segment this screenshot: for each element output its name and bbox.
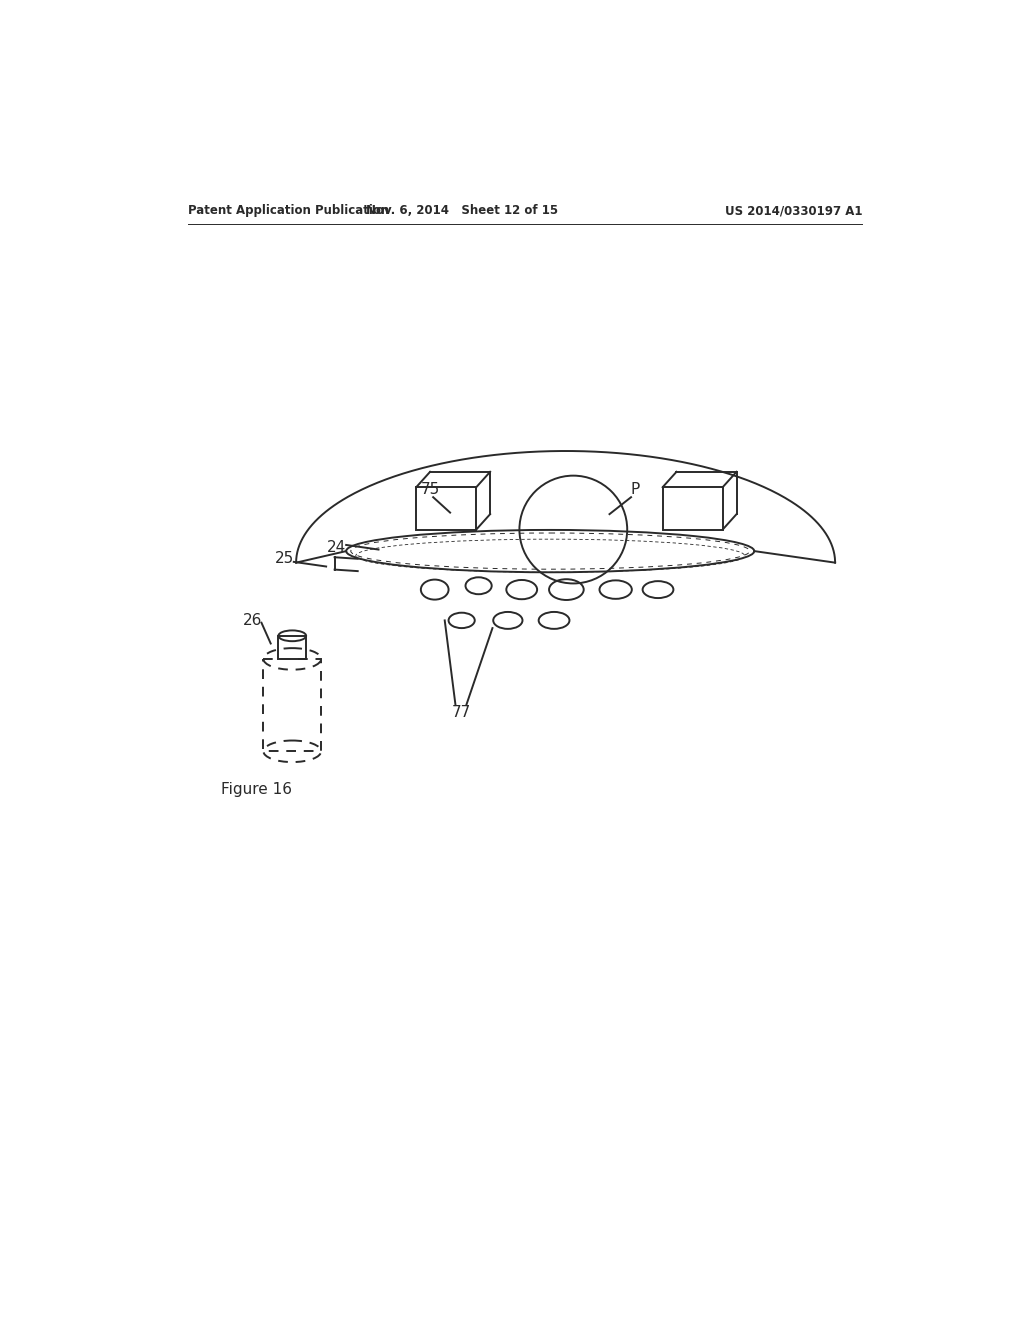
Text: 77: 77 xyxy=(452,705,471,721)
Text: Patent Application Publication: Patent Application Publication xyxy=(188,205,389,218)
Text: 75: 75 xyxy=(421,482,440,498)
Text: 24: 24 xyxy=(328,540,346,554)
Text: US 2014/0330197 A1: US 2014/0330197 A1 xyxy=(725,205,862,218)
Text: Figure 16: Figure 16 xyxy=(221,783,293,797)
Text: Nov. 6, 2014   Sheet 12 of 15: Nov. 6, 2014 Sheet 12 of 15 xyxy=(366,205,558,218)
Text: P: P xyxy=(631,482,640,498)
Bar xyxy=(663,487,723,529)
Bar xyxy=(279,636,306,659)
Text: 25: 25 xyxy=(274,552,294,566)
Bar xyxy=(416,487,476,529)
Text: 26: 26 xyxy=(243,612,262,628)
Bar xyxy=(263,659,322,751)
